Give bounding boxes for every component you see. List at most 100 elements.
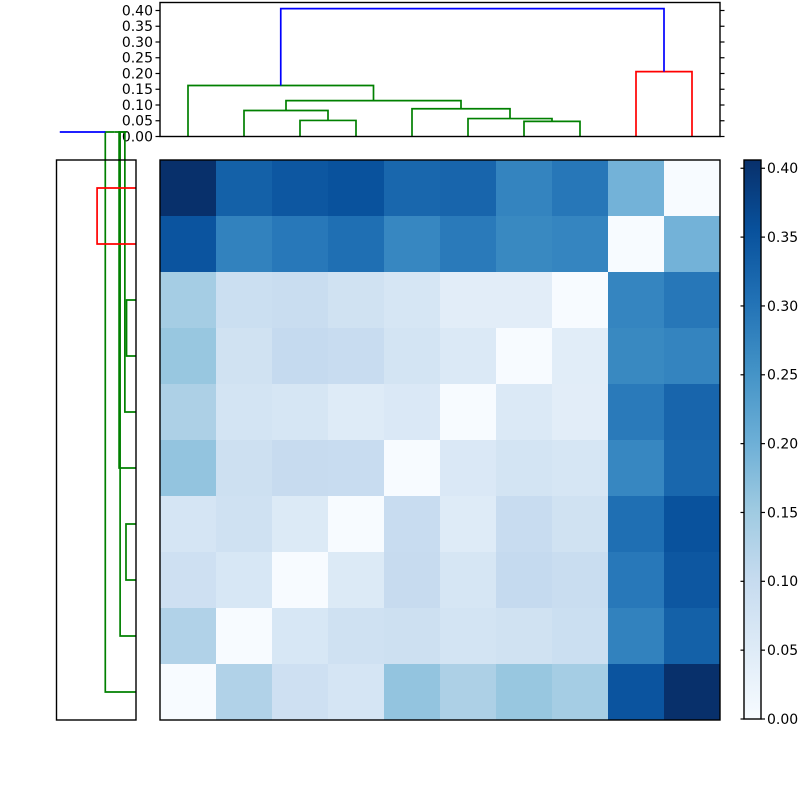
heatmap-cell <box>664 216 720 272</box>
heatmap-cell <box>608 272 664 328</box>
heatmap-cell <box>608 440 664 496</box>
heatmap-cell <box>664 664 720 720</box>
heatmap-cell <box>216 496 272 552</box>
heatmap-cell <box>552 440 608 496</box>
heatmap-cell <box>272 440 328 496</box>
heatmap-cell <box>440 328 496 384</box>
heatmap-cell <box>552 664 608 720</box>
heatmap-cell <box>216 440 272 496</box>
heatmap-cell <box>608 608 664 664</box>
heatmap-cell <box>496 160 552 216</box>
dendrogram-link <box>279 7 665 86</box>
y-axis-tick-label: 0.40 <box>122 3 153 19</box>
heatmap-cell <box>440 664 496 720</box>
heatmap-cell <box>216 160 272 216</box>
heatmap-cell <box>608 496 664 552</box>
heatmap-cell <box>328 160 384 216</box>
colorbar-panel: 0.40 0.35 0.30 0.25 0.20 0.15 0.10 0.05 0.00 <box>740 159 798 728</box>
heatmap-cell <box>272 496 328 552</box>
dendrogram-link <box>411 107 511 137</box>
heatmap-cell <box>328 552 384 608</box>
heatmap-cell <box>664 552 720 608</box>
heatmap-cell <box>552 272 608 328</box>
colorbar-tick-label: 0.15 <box>767 505 798 521</box>
heatmap-cell <box>664 384 720 440</box>
heatmap-cell <box>608 216 664 272</box>
heatmap-cell <box>440 608 496 664</box>
heatmap-cell <box>384 496 440 552</box>
heatmap-cell <box>552 160 608 216</box>
heatmap-cell <box>664 328 720 384</box>
y-axis-tick-label: 0.05 <box>122 114 153 130</box>
left-dendrogram-border <box>55 159 137 721</box>
heatmap-cell <box>160 552 216 608</box>
heatmap-cell <box>160 328 216 384</box>
heatmap-cell <box>608 664 664 720</box>
heatmap-cell <box>552 328 608 384</box>
heatmap-cell <box>328 272 384 328</box>
heatmap-cell <box>272 552 328 608</box>
dendrogram-link <box>96 187 136 245</box>
colorbar-tick-label: 0.00 <box>767 712 798 728</box>
left-dendrogram-panel <box>55 131 137 721</box>
heatmap-border <box>159 159 721 721</box>
dendrogram-link <box>124 131 136 413</box>
heatmap-cell <box>664 272 720 328</box>
y-axis-tick-label: 0.35 <box>122 19 153 35</box>
heatmap-cell <box>552 552 608 608</box>
dendrogram-link <box>523 120 581 137</box>
heatmap-cell <box>160 216 216 272</box>
top-dendrogram-panel <box>159 1 721 138</box>
heatmap-cell <box>328 608 384 664</box>
heatmap-matrix <box>159 159 721 721</box>
heatmap-cell <box>160 608 216 664</box>
heatmap-cell <box>384 272 440 328</box>
dendrogram-link <box>119 131 136 637</box>
heatmap-cell <box>272 384 328 440</box>
heatmap-cell <box>216 272 272 328</box>
heatmap-cell <box>496 552 552 608</box>
heatmap-cell <box>496 328 552 384</box>
heatmap-cell <box>440 384 496 440</box>
heatmap-cell <box>608 384 664 440</box>
dendrogram-link <box>125 299 136 357</box>
heatmap-cell <box>664 440 720 496</box>
heatmap-cell <box>552 496 608 552</box>
heatmap-cell <box>272 160 328 216</box>
heatmap-cell <box>440 496 496 552</box>
heatmap-cell <box>664 496 720 552</box>
y-axis-tick-label: 0.30 <box>122 35 153 51</box>
heatmap-cell <box>664 608 720 664</box>
colorbar-tick-label: 0.05 <box>767 643 798 659</box>
heatmap-cell <box>160 496 216 552</box>
heatmap-cell <box>384 552 440 608</box>
y-axis-tick-label: 0.15 <box>122 82 153 98</box>
dendrogram-link <box>299 119 357 137</box>
heatmap-cell <box>496 496 552 552</box>
heatmap-cell <box>328 216 384 272</box>
colorbar-tick-label: 0.40 <box>767 161 798 177</box>
heatmap-cell <box>328 496 384 552</box>
dendrogram-link <box>635 70 693 137</box>
heatmap-cell <box>160 384 216 440</box>
heatmap-cell <box>216 608 272 664</box>
colorbar-tick-label: 0.35 <box>767 230 798 246</box>
heatmap-cell <box>216 328 272 384</box>
y-axis-tick-label: 0.20 <box>122 66 153 82</box>
heatmap-cell <box>440 160 496 216</box>
colorbar-tick-label: 0.10 <box>767 574 798 590</box>
heatmap-cell <box>440 272 496 328</box>
y-axis-tick-label: 0.10 <box>122 98 153 114</box>
heatmap-cell <box>216 664 272 720</box>
heatmap-cell <box>160 272 216 328</box>
colorbar-tick-label: 0.25 <box>767 368 798 384</box>
top-dendrogram-border <box>159 1 721 138</box>
heatmap-cell <box>384 664 440 720</box>
heatmap-cell <box>496 608 552 664</box>
top-dendrogram-y-axis: 0.400.350.300.250.200.150.100.050.00 <box>122 3 725 145</box>
heatmap-cell <box>664 160 720 216</box>
heatmap-cell <box>552 384 608 440</box>
heatmap-cell <box>160 160 216 216</box>
